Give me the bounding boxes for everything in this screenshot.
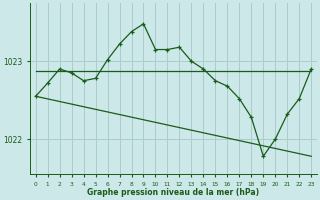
- X-axis label: Graphe pression niveau de la mer (hPa): Graphe pression niveau de la mer (hPa): [87, 188, 260, 197]
